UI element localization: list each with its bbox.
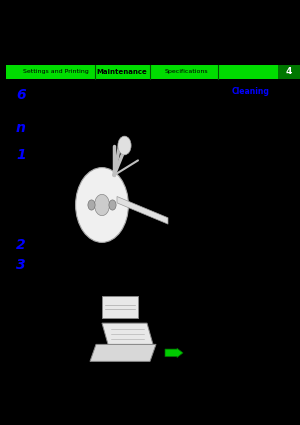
FancyBboxPatch shape [278, 65, 300, 79]
Polygon shape [90, 344, 156, 361]
Text: 1: 1 [16, 148, 26, 162]
Circle shape [94, 194, 110, 215]
Polygon shape [102, 323, 153, 344]
FancyBboxPatch shape [6, 65, 285, 79]
Circle shape [118, 136, 131, 155]
Circle shape [76, 167, 128, 242]
Text: 4: 4 [285, 68, 292, 76]
FancyArrow shape [165, 348, 183, 357]
Text: Specifications: Specifications [164, 70, 208, 74]
Circle shape [109, 200, 116, 210]
Text: 6: 6 [16, 88, 26, 102]
Circle shape [88, 200, 95, 210]
Text: Cleaning: Cleaning [232, 88, 270, 96]
Text: Maintenance: Maintenance [96, 69, 147, 75]
Polygon shape [117, 196, 168, 224]
Text: n: n [16, 121, 26, 135]
Text: 2: 2 [16, 238, 26, 252]
Text: Settings and Printing: Settings and Printing [22, 70, 88, 74]
Text: 3: 3 [16, 258, 26, 272]
FancyBboxPatch shape [102, 296, 138, 317]
